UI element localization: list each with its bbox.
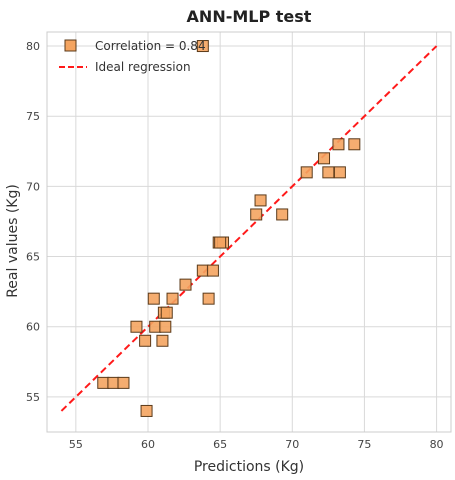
data-point [196, 264, 209, 277]
x-axis-label: Predictions (Kg) [194, 459, 304, 475]
data-point [322, 166, 335, 179]
y-tick-label: 65 [26, 251, 40, 264]
data-point [276, 208, 289, 221]
data-point [206, 264, 219, 277]
y-tick-label: 60 [26, 321, 40, 334]
x-tick-label: 65 [213, 438, 227, 451]
y-axis-label: Real values (Kg) [5, 184, 21, 298]
data-point [254, 194, 267, 207]
data-point [140, 404, 153, 417]
grid [47, 32, 451, 432]
data-point [147, 292, 160, 305]
legend: Correlation = 0.84 Ideal regression [59, 39, 206, 74]
data-point [97, 376, 110, 389]
data-point [166, 292, 179, 305]
ideal-regression-line-mark [60, 45, 438, 412]
data-point [300, 166, 313, 179]
data-point [130, 320, 143, 333]
data-point [250, 208, 263, 221]
y-tick-label: 55 [26, 391, 40, 404]
tick-labels: 55 60 65 70 75 80 55 60 65 70 75 80 [26, 40, 444, 451]
data-point [318, 152, 331, 165]
data-point [348, 138, 361, 151]
data-point [107, 376, 120, 389]
data-point [179, 278, 192, 291]
data-point [139, 334, 152, 347]
data-point [160, 306, 173, 319]
legend-marker-correlation [64, 39, 77, 52]
data-point [149, 320, 162, 333]
data-point [156, 334, 169, 347]
y-tick-label: 80 [26, 40, 40, 53]
plot-frame [46, 31, 452, 433]
y-tick-label: 75 [26, 110, 40, 123]
data-point [117, 376, 130, 389]
data-point [202, 292, 215, 305]
x-tick-label: 70 [285, 438, 299, 451]
data-point [333, 166, 346, 179]
data-point [159, 320, 172, 333]
chart-title: ANN-MLP test [187, 7, 312, 26]
y-tick-label: 70 [26, 180, 40, 193]
data-point [196, 40, 209, 53]
x-tick-label: 55 [69, 438, 83, 451]
data-points [97, 40, 361, 417]
x-tick-label: 75 [357, 438, 371, 451]
x-tick-label: 80 [430, 438, 444, 451]
legend-label-correlation: Correlation = 0.84 [95, 39, 206, 53]
ideal-regression-line [60, 45, 438, 412]
x-tick-label: 60 [141, 438, 155, 451]
data-point [332, 138, 345, 151]
legend-label-ideal: Ideal regression [95, 60, 191, 74]
data-point [214, 236, 227, 249]
